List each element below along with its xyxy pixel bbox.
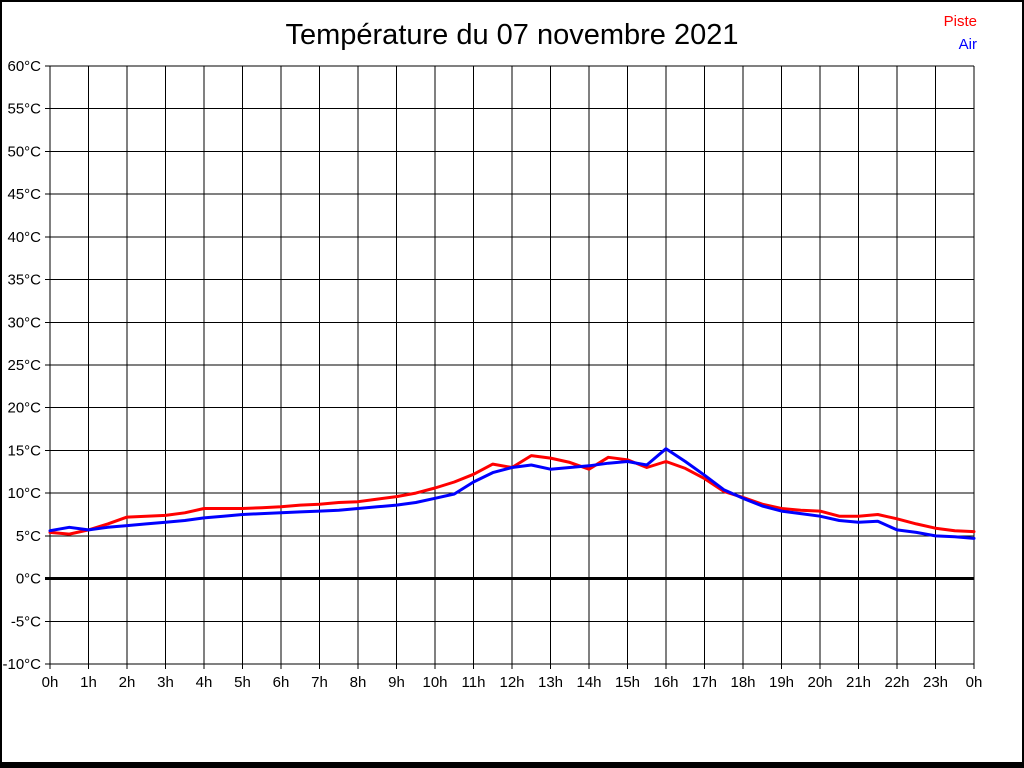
y-tick-label: 25°C <box>7 357 41 374</box>
x-tick-label: 9h <box>388 674 405 691</box>
y-tick-label: 5°C <box>16 528 41 545</box>
x-tick-label: 23h <box>923 674 948 691</box>
y-tick-label: 45°C <box>7 186 41 203</box>
x-tick-label: 5h <box>234 674 251 691</box>
y-tick-label: 35°C <box>7 272 41 289</box>
y-tick-label: 50°C <box>7 143 41 160</box>
x-tick-label: 16h <box>653 674 678 691</box>
x-tick-label: 0h <box>42 674 59 691</box>
y-tick-label: 0°C <box>16 571 41 588</box>
x-tick-label: 17h <box>692 674 717 691</box>
x-tick-label: 8h <box>350 674 367 691</box>
x-tick-label: 20h <box>807 674 832 691</box>
x-tick-label: 19h <box>769 674 794 691</box>
y-tick-label: 55°C <box>7 101 41 118</box>
x-tick-label: 2h <box>119 674 136 691</box>
x-tick-label: 4h <box>196 674 213 691</box>
y-tick-label: 30°C <box>7 314 41 331</box>
x-tick-label: 12h <box>499 674 524 691</box>
x-tick-label: 6h <box>273 674 290 691</box>
y-tick-label: 60°C <box>7 58 41 75</box>
legend-item-piste: Piste <box>943 13 977 30</box>
x-tick-label: 10h <box>422 674 447 691</box>
x-tick-label: 22h <box>884 674 909 691</box>
x-tick-label: 14h <box>576 674 601 691</box>
x-tick-label: 18h <box>730 674 755 691</box>
y-tick-label: 15°C <box>7 442 41 459</box>
x-tick-label: 13h <box>538 674 563 691</box>
x-tick-label: 3h <box>157 674 174 691</box>
x-tick-label: 11h <box>462 674 486 691</box>
x-tick-label: 1h <box>80 674 97 691</box>
y-tick-label: -10°C <box>2 656 41 673</box>
x-tick-label: 21h <box>846 674 871 691</box>
y-tick-label: 40°C <box>7 229 41 246</box>
air-line <box>48 447 976 540</box>
y-tick-label: -5°C <box>11 613 41 630</box>
legend-item-air: Air <box>958 36 977 53</box>
x-tick-label: 7h <box>311 674 328 691</box>
chart-title: Température du 07 novembre 2021 <box>285 19 739 51</box>
x-tick-label: 0h <box>966 674 983 691</box>
y-tick-label: 10°C <box>7 485 41 502</box>
legend: Piste Air <box>944 10 977 56</box>
y-tick-label: 20°C <box>7 400 41 417</box>
x-tick-label: 15h <box>615 674 640 691</box>
